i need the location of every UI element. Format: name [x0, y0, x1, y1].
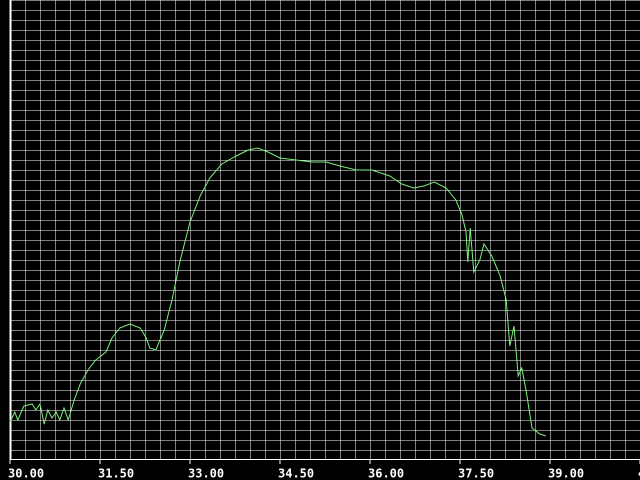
data-line — [9, 147, 546, 437]
x-tick-label: 34.50 — [278, 467, 314, 480]
x-tick-label: 40.50 — [638, 467, 640, 480]
x-tick-label: 39.00 — [548, 467, 584, 480]
x-tick-label: 30.00 — [8, 467, 44, 480]
x-tick-label: 36.00 — [368, 467, 404, 480]
x-tick-label: 31.50 — [98, 467, 134, 480]
grid — [10, 0, 640, 460]
x-tick-label: 33.00 — [188, 467, 224, 480]
x-tick-label: 37.50 — [458, 467, 494, 480]
